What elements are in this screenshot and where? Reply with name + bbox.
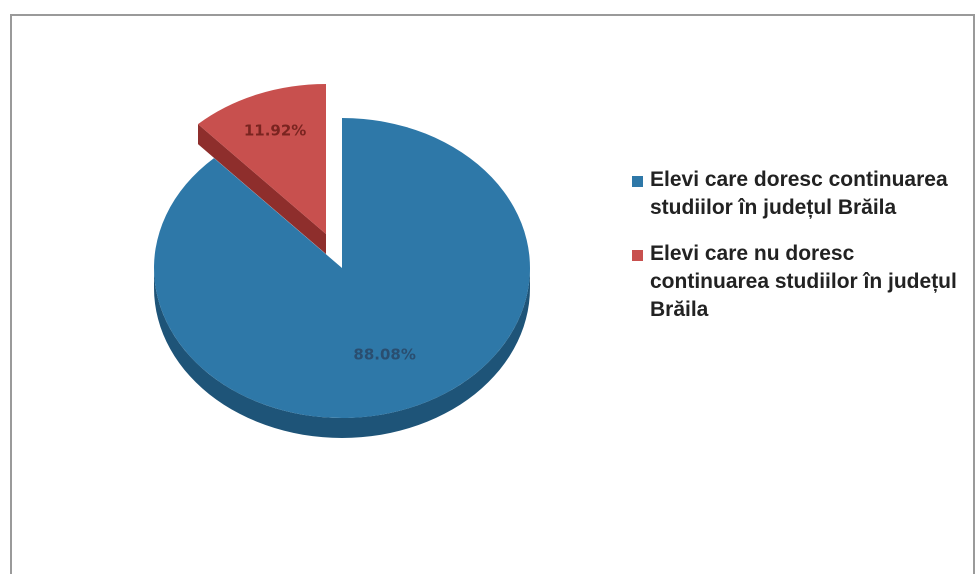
legend-swatch-continue: [632, 176, 643, 187]
legend-swatch-not-continue: [632, 250, 643, 261]
legend: Elevi care doresc continuarea studiilor …: [628, 166, 958, 342]
pie-slice-not-continue: [197, 84, 326, 234]
pie-label-continue: 88.08%: [353, 346, 415, 364]
legend-label-not-continue: Elevi care nu doresc continuarea studiil…: [650, 242, 957, 321]
pie-slice-continue: [154, 118, 530, 418]
legend-item-continue: Elevi care doresc continuarea studiilor …: [628, 166, 958, 222]
pie-label-not-continue: 11.92%: [244, 122, 306, 140]
legend-item-not-continue: Elevi care nu doresc continuarea studiil…: [628, 240, 958, 324]
pie-edge-not-continue: [197, 124, 326, 254]
pie-chart: 88.08% 11.92%: [154, 84, 530, 438]
legend-label-continue: Elevi care doresc continuarea studiilor …: [650, 168, 948, 219]
